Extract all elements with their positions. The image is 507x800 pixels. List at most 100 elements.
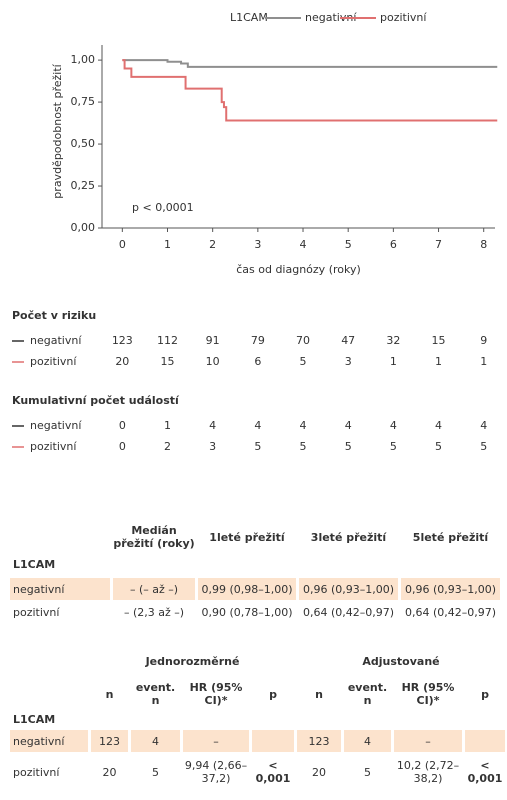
table-value: 1	[480, 355, 487, 368]
row-label: pozitivní	[13, 605, 60, 619]
x-tick-label: 7	[435, 238, 442, 251]
row-label: negativní	[30, 334, 82, 347]
group-label: L1CAM	[13, 712, 56, 726]
x-axis-label: čas od diagnózy (roky)	[236, 263, 361, 276]
table-value: 4	[480, 419, 487, 432]
column-header: n	[315, 687, 323, 701]
table-value: 4	[345, 419, 352, 432]
table-cell: –	[394, 730, 462, 752]
table-cell: 0,64 (0,42–0,97)	[302, 605, 395, 619]
table-value: 70	[296, 334, 310, 347]
row-label: pozitivní	[13, 765, 60, 779]
table-cell: – (– až –)	[113, 578, 195, 600]
table-cell: 9,94 (2,66–37,2)	[184, 759, 248, 785]
table-value: 5	[390, 440, 397, 453]
group-header: Adjustované	[362, 654, 440, 668]
table-value: 3	[345, 355, 352, 368]
y-axis-label: pravděpodobnost přežití	[51, 63, 64, 198]
table-value: 123	[112, 334, 133, 347]
column-header: 3leté přežití	[310, 530, 387, 544]
table-cell: 123	[297, 730, 341, 752]
y-tick-label: 0,25	[71, 179, 96, 192]
table-value: 4	[209, 419, 216, 432]
chart: L1CAM negativní pozitivní 0,00 0,25 0,50 0,75 1…	[12, 11, 498, 453]
table-value: 4	[390, 419, 397, 432]
table-cell: 123	[91, 730, 128, 752]
table-cell: < 0,001	[255, 759, 291, 785]
table-title: Kumulativní počet událostí	[12, 394, 180, 407]
table-value: 5	[300, 355, 307, 368]
row-label: negativní	[30, 419, 82, 432]
table-cell: 0,99 (0,98–1,00)	[198, 578, 296, 600]
table-value: 1	[164, 419, 171, 432]
table-value: 47	[341, 334, 355, 347]
column-header: p	[269, 687, 277, 701]
legend-label: pozitivní	[380, 11, 427, 24]
x-tick-label: 3	[254, 238, 261, 251]
survival-line	[122, 59, 498, 68]
table-value: 79	[251, 334, 265, 347]
x-tick-label: 8	[480, 238, 487, 251]
row-label: negativní	[10, 730, 88, 752]
table-value: 5	[300, 440, 307, 453]
table-cell: 4	[344, 730, 391, 752]
x-tick-label: 6	[390, 238, 397, 251]
table-cell	[252, 730, 294, 752]
table-value: 15	[161, 355, 175, 368]
x-tick-label: 2	[209, 238, 216, 251]
table-value: 5	[345, 440, 352, 453]
column-header: event. n	[347, 681, 388, 707]
table-cell: 0,96 (0,93–1,00)	[299, 578, 398, 600]
y-tick-label: 0,75	[71, 95, 96, 108]
table-value: 2	[164, 440, 171, 453]
table-cell: 0,90 (0,78–1,00)	[201, 605, 293, 619]
column-header: event. n	[135, 681, 176, 707]
column-header: n	[105, 687, 114, 701]
survival-line	[122, 59, 498, 122]
table-value: 20	[115, 355, 129, 368]
x-tick-label: 4	[300, 238, 307, 251]
column-header: HR (95% CI)*	[189, 681, 243, 707]
table-cell: 20	[312, 765, 326, 779]
table-value: 5	[254, 440, 261, 453]
y-tick-label: 1,00	[71, 53, 96, 66]
table-cell: 5	[364, 765, 371, 779]
column-header: 1leté přežití	[209, 530, 285, 544]
table-value: 6	[254, 355, 261, 368]
row-label: pozitivní	[30, 440, 77, 453]
table-value: 1	[435, 355, 442, 368]
x-tick-label: 1	[164, 238, 171, 251]
legend-label: negativní	[305, 11, 357, 24]
y-tick-label: 0,50	[71, 137, 96, 150]
table-cell: 10,2 (2,72–38,2)	[396, 759, 460, 785]
table-value: 4	[435, 419, 442, 432]
table-cell: 5	[152, 765, 159, 779]
table-value: 0	[119, 440, 126, 453]
column-header: HR (95% CI)*	[401, 681, 455, 707]
table-title: Počet v riziku	[12, 309, 96, 322]
table-cell: 0,96 (0,93–1,00)	[401, 578, 500, 600]
table-cell: < 0,001	[467, 759, 503, 785]
legend-title: L1CAM	[230, 11, 268, 24]
table-value: 0	[119, 419, 126, 432]
x-tick-label: 0	[119, 238, 126, 251]
table-value: 5	[480, 440, 487, 453]
table-cell: – (2,3 až –)	[123, 605, 185, 619]
table-value: 10	[206, 355, 220, 368]
group-label: L1CAM	[13, 557, 56, 571]
table-cell	[465, 730, 505, 752]
table-value: 1	[390, 355, 397, 368]
column-header: 5leté přežití	[412, 530, 489, 544]
table-value: 4	[300, 419, 307, 432]
table-cell: 4	[131, 730, 180, 752]
column-header: Medián přežití (roky)	[113, 524, 195, 550]
table-value: 4	[254, 419, 261, 432]
table-value: 15	[432, 334, 446, 347]
group-header: Jednorozměrné	[145, 654, 240, 668]
table-value: 3	[209, 440, 216, 453]
x-tick-label: 5	[345, 238, 352, 251]
table-value: 112	[157, 334, 178, 347]
row-label: pozitivní	[30, 355, 77, 368]
column-header: p	[481, 687, 489, 701]
